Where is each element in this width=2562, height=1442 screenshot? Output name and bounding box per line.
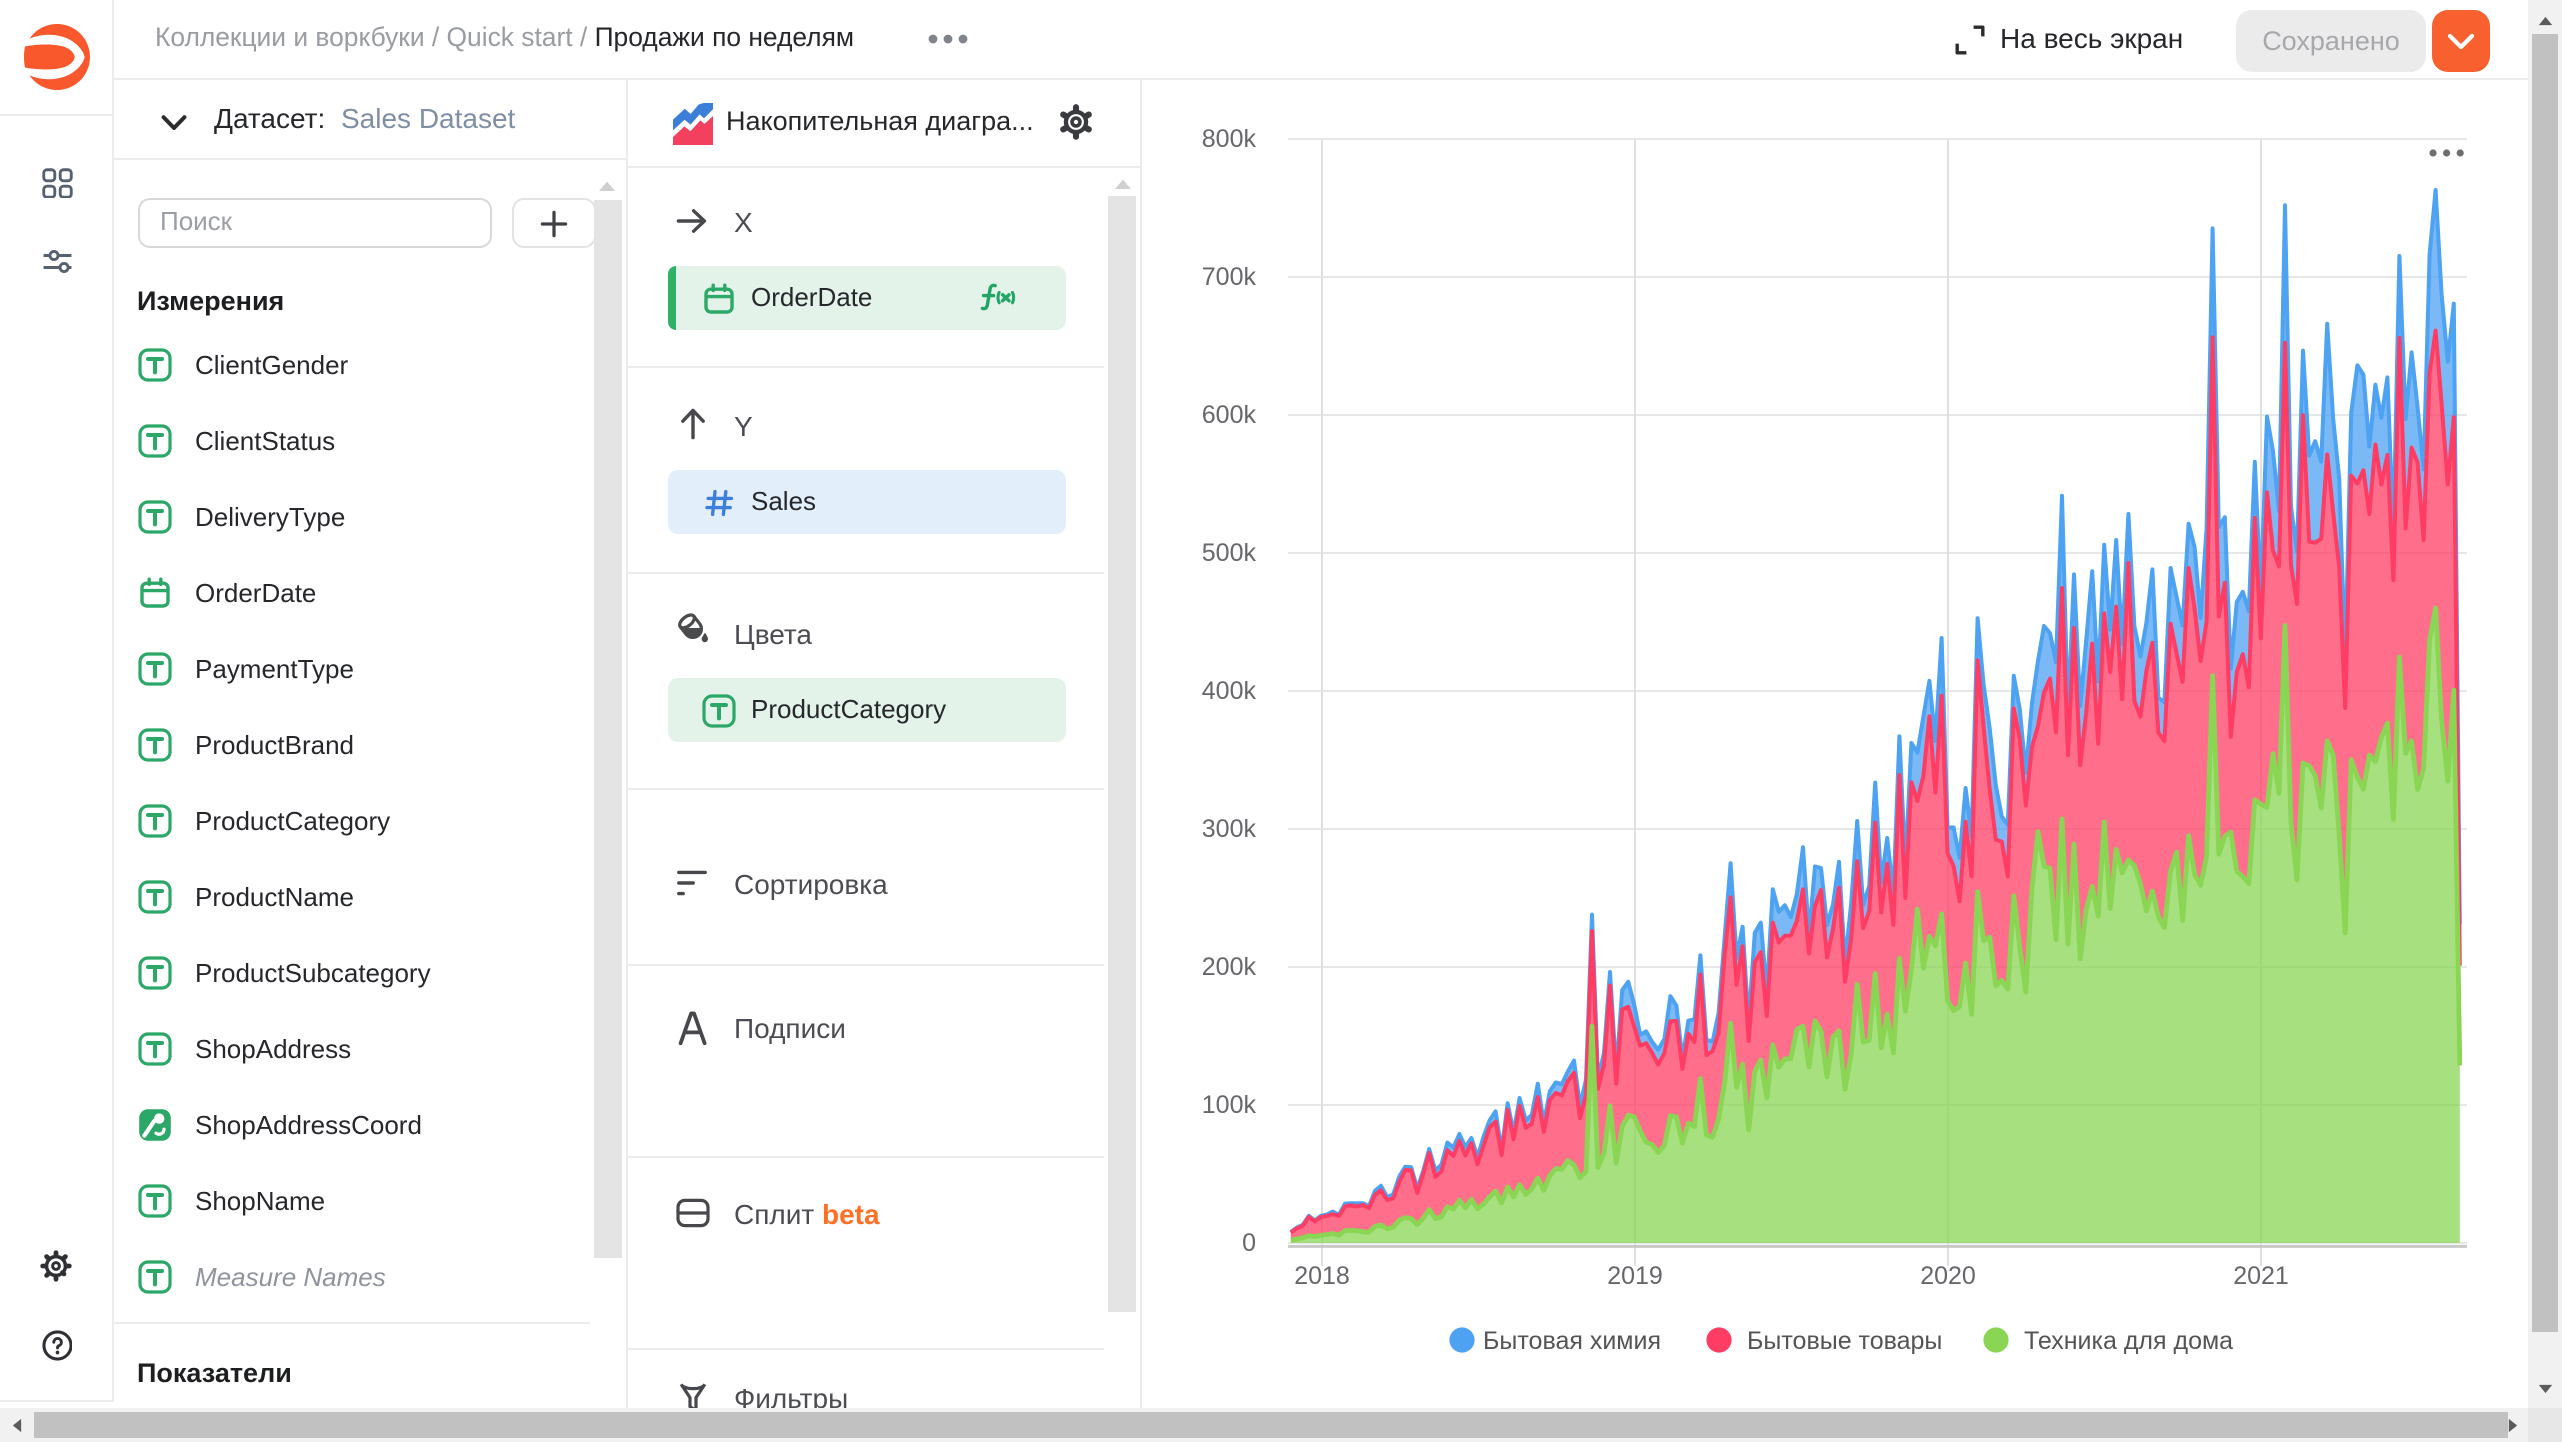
svg-text:800k: 800k (1202, 125, 1257, 153)
svg-text:Техника для дома: Техника для дома (2024, 1327, 2233, 1355)
svg-text:700k: 700k (1202, 263, 1257, 291)
svg-text:2018: 2018 (1294, 1262, 1350, 1290)
svg-text:200k: 200k (1202, 953, 1257, 981)
svg-text:300k: 300k (1202, 815, 1257, 843)
svg-text:Бытовые товары: Бытовые товары (1747, 1327, 1942, 1355)
svg-text:Бытовая химия: Бытовая химия (1483, 1327, 1661, 1355)
svg-text:0: 0 (1242, 1229, 1256, 1257)
svg-text:2021: 2021 (2233, 1262, 2289, 1290)
svg-text:500k: 500k (1202, 539, 1257, 567)
svg-text:2020: 2020 (1920, 1262, 1976, 1290)
svg-text:2019: 2019 (1607, 1262, 1663, 1290)
svg-text:400k: 400k (1202, 677, 1257, 705)
svg-text:100k: 100k (1202, 1091, 1257, 1119)
svg-text:600k: 600k (1202, 401, 1257, 429)
